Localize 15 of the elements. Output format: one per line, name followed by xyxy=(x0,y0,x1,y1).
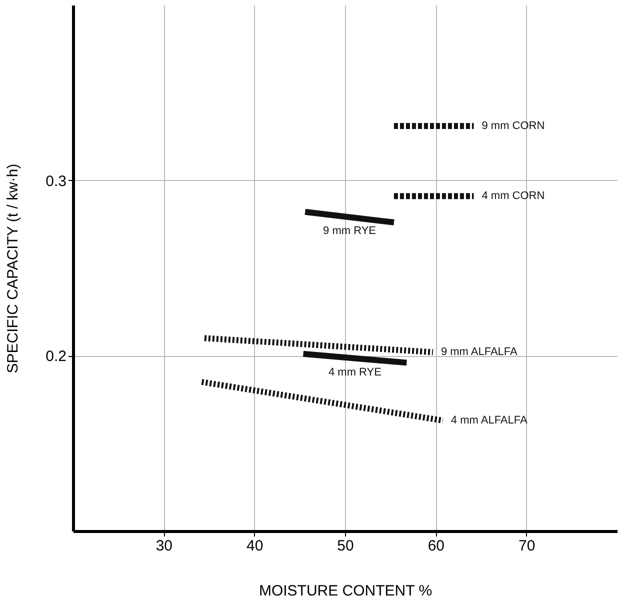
x-tick-label: 70 xyxy=(518,538,536,554)
x-tick-label: 30 xyxy=(156,538,173,554)
series-label: 4 mm RYE xyxy=(328,366,382,378)
series-label: 9 mm CORN xyxy=(482,120,545,132)
series-label: 4 mm ALFALFA xyxy=(450,414,528,427)
x-tick-label: 40 xyxy=(246,538,264,554)
y-axis-title: SPECIFIC CAPACITY (t / kw·h) xyxy=(4,164,22,374)
x-tick-label: 50 xyxy=(337,538,354,554)
series-label: 4 mm CORN xyxy=(482,190,545,202)
y-tick-label: 0.2 xyxy=(46,348,66,366)
series-label: 9 mm RYE xyxy=(323,225,376,238)
series-label: 9 mm ALFALFA xyxy=(440,346,518,358)
x-tick-label: 60 xyxy=(428,538,445,554)
y-tick-label: 0.3 xyxy=(46,172,66,190)
x-axis-title: MOISTURE CONTENT % xyxy=(258,582,432,600)
